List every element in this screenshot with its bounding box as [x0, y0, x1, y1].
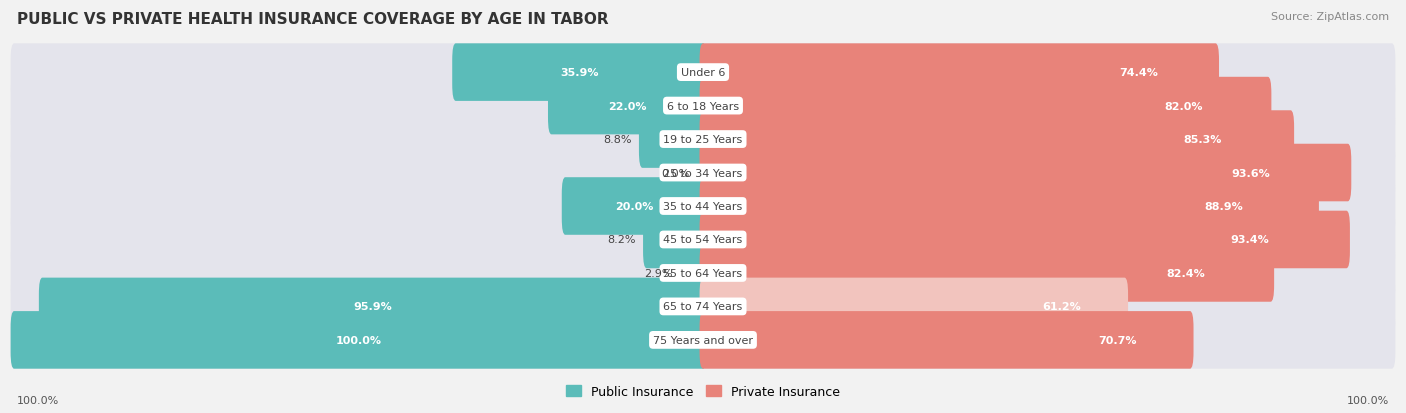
FancyBboxPatch shape [11, 111, 1395, 169]
FancyBboxPatch shape [11, 311, 1395, 369]
FancyBboxPatch shape [700, 211, 1350, 268]
Text: 45 to 54 Years: 45 to 54 Years [664, 235, 742, 245]
Text: Source: ZipAtlas.com: Source: ZipAtlas.com [1271, 12, 1389, 22]
Text: Under 6: Under 6 [681, 68, 725, 78]
FancyBboxPatch shape [11, 44, 1395, 102]
Text: 35 to 44 Years: 35 to 44 Years [664, 202, 742, 211]
Text: 93.6%: 93.6% [1232, 168, 1271, 178]
Text: 19 to 25 Years: 19 to 25 Years [664, 135, 742, 145]
Text: 8.2%: 8.2% [607, 235, 636, 245]
Text: 65 to 74 Years: 65 to 74 Years [664, 301, 742, 312]
FancyBboxPatch shape [11, 211, 1395, 268]
Text: 75 Years and over: 75 Years and over [652, 335, 754, 345]
FancyBboxPatch shape [11, 244, 1395, 302]
Text: 55 to 64 Years: 55 to 64 Years [664, 268, 742, 278]
Text: 100.0%: 100.0% [336, 335, 381, 345]
FancyBboxPatch shape [700, 78, 1271, 135]
FancyBboxPatch shape [700, 311, 1194, 369]
Text: 8.8%: 8.8% [603, 135, 633, 145]
Text: 93.4%: 93.4% [1230, 235, 1270, 245]
Text: 100.0%: 100.0% [1347, 395, 1389, 405]
FancyBboxPatch shape [11, 178, 1395, 235]
Text: 61.2%: 61.2% [1042, 301, 1081, 312]
Text: 95.9%: 95.9% [353, 301, 392, 312]
Legend: Public Insurance, Private Insurance: Public Insurance, Private Insurance [561, 380, 845, 403]
Text: 0.0%: 0.0% [661, 168, 689, 178]
Text: 85.3%: 85.3% [1184, 135, 1222, 145]
Text: 74.4%: 74.4% [1119, 68, 1159, 78]
Text: 70.7%: 70.7% [1098, 335, 1136, 345]
FancyBboxPatch shape [700, 178, 1319, 235]
FancyBboxPatch shape [11, 145, 1395, 202]
Text: 2.9%: 2.9% [644, 268, 672, 278]
Text: 88.9%: 88.9% [1204, 202, 1243, 211]
Text: 82.0%: 82.0% [1164, 101, 1202, 112]
FancyBboxPatch shape [700, 244, 1274, 302]
FancyBboxPatch shape [11, 311, 706, 369]
FancyBboxPatch shape [700, 44, 1219, 102]
FancyBboxPatch shape [562, 178, 706, 235]
FancyBboxPatch shape [39, 278, 706, 335]
FancyBboxPatch shape [548, 78, 706, 135]
FancyBboxPatch shape [643, 211, 706, 268]
FancyBboxPatch shape [700, 278, 1128, 335]
Text: 100.0%: 100.0% [17, 395, 59, 405]
Text: 25 to 34 Years: 25 to 34 Years [664, 168, 742, 178]
Text: 82.4%: 82.4% [1166, 268, 1205, 278]
Text: 35.9%: 35.9% [560, 68, 599, 78]
FancyBboxPatch shape [679, 244, 706, 302]
Text: PUBLIC VS PRIVATE HEALTH INSURANCE COVERAGE BY AGE IN TABOR: PUBLIC VS PRIVATE HEALTH INSURANCE COVER… [17, 12, 609, 27]
Text: 6 to 18 Years: 6 to 18 Years [666, 101, 740, 112]
FancyBboxPatch shape [700, 111, 1294, 169]
FancyBboxPatch shape [11, 78, 1395, 135]
FancyBboxPatch shape [638, 111, 706, 169]
FancyBboxPatch shape [700, 145, 1351, 202]
FancyBboxPatch shape [453, 44, 706, 102]
FancyBboxPatch shape [11, 278, 1395, 335]
Text: 20.0%: 20.0% [614, 202, 654, 211]
Text: 22.0%: 22.0% [607, 101, 647, 112]
